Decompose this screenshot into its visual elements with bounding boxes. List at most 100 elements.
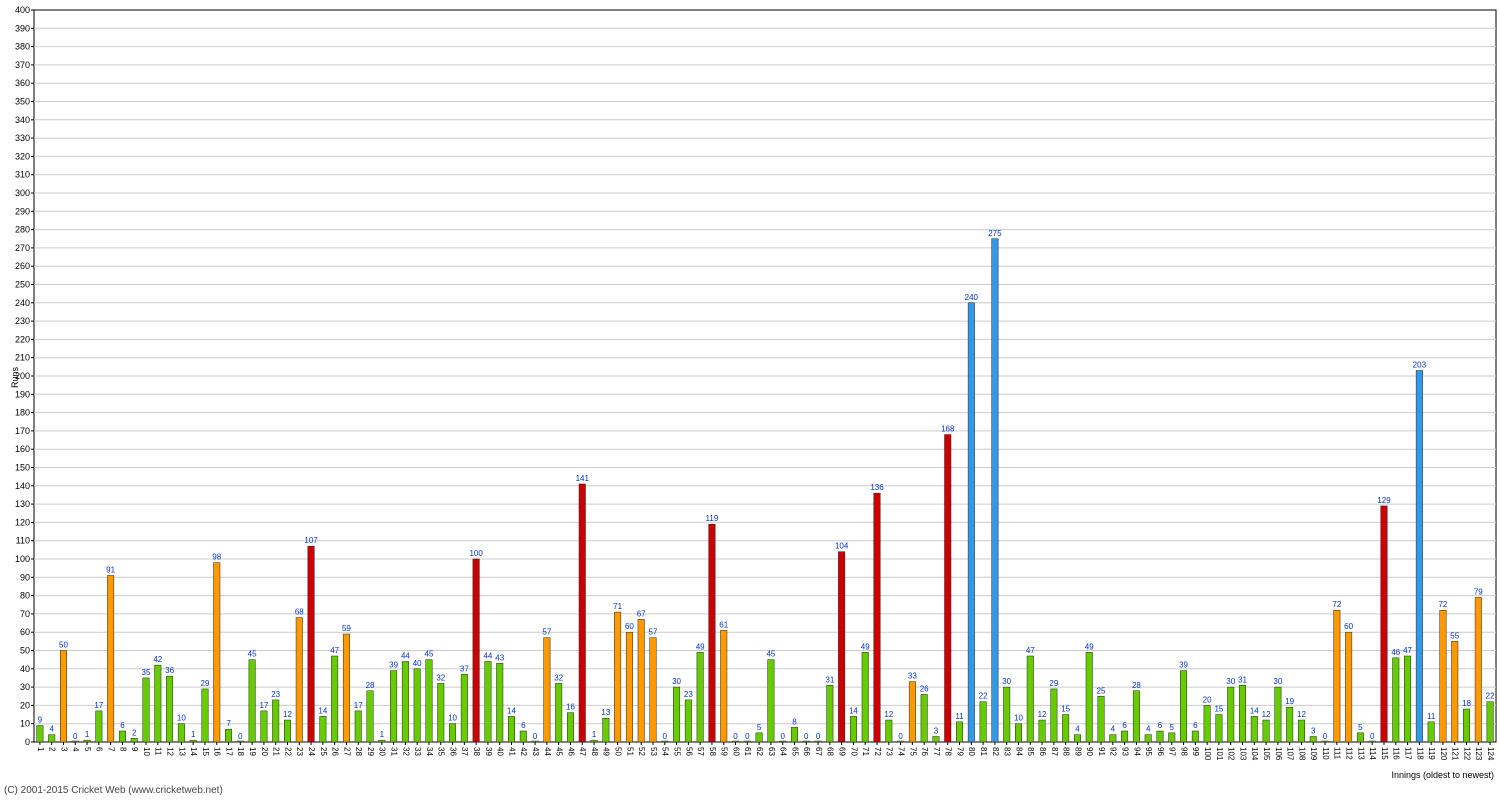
svg-text:46: 46 (1391, 648, 1400, 657)
svg-text:33: 33 (908, 672, 917, 681)
svg-text:4: 4 (1111, 725, 1116, 734)
svg-text:68: 68 (826, 747, 835, 756)
svg-text:29: 29 (366, 747, 375, 756)
svg-text:30: 30 (378, 747, 387, 756)
svg-text:72: 72 (1438, 600, 1447, 609)
svg-text:67: 67 (814, 747, 823, 756)
svg-text:18: 18 (236, 747, 245, 756)
svg-text:0: 0 (733, 732, 738, 741)
svg-text:0: 0 (898, 732, 903, 741)
svg-text:89: 89 (1073, 747, 1082, 756)
svg-text:72: 72 (1332, 600, 1341, 609)
x-axis-title: Innings (oldest to newest) (1391, 770, 1494, 780)
svg-text:22: 22 (1486, 692, 1495, 701)
svg-text:11: 11 (1427, 712, 1436, 721)
svg-text:44: 44 (483, 651, 492, 660)
svg-text:73: 73 (885, 747, 894, 756)
svg-text:1: 1 (36, 747, 45, 752)
svg-text:31: 31 (1238, 675, 1247, 684)
svg-text:59: 59 (720, 747, 729, 756)
svg-text:13: 13 (601, 708, 610, 717)
svg-text:33: 33 (413, 747, 422, 756)
svg-text:34: 34 (425, 747, 434, 756)
svg-text:11: 11 (154, 747, 163, 756)
svg-text:240: 240 (965, 293, 979, 302)
svg-text:32: 32 (401, 747, 410, 756)
svg-text:10: 10 (448, 714, 457, 723)
svg-text:6: 6 (1122, 721, 1127, 730)
svg-text:8: 8 (792, 717, 797, 726)
svg-text:121: 121 (1451, 747, 1460, 761)
svg-text:0: 0 (663, 732, 668, 741)
svg-text:20: 20 (20, 700, 30, 710)
svg-text:12: 12 (1262, 710, 1271, 719)
svg-text:86: 86 (1038, 747, 1047, 756)
svg-text:44: 44 (401, 651, 410, 660)
svg-text:74: 74 (896, 747, 905, 756)
svg-text:80: 80 (967, 747, 976, 756)
svg-text:49: 49 (602, 747, 611, 756)
svg-text:15: 15 (1061, 705, 1070, 714)
svg-text:93: 93 (1120, 747, 1129, 756)
svg-text:3: 3 (934, 727, 939, 736)
svg-text:102: 102 (1227, 747, 1236, 761)
svg-text:80: 80 (20, 591, 30, 601)
svg-text:280: 280 (15, 225, 30, 235)
svg-text:240: 240 (15, 298, 30, 308)
svg-text:76: 76 (920, 747, 929, 756)
svg-text:6: 6 (1193, 721, 1198, 730)
svg-text:77: 77 (932, 747, 941, 756)
svg-text:47: 47 (1403, 646, 1412, 655)
svg-text:40: 40 (20, 664, 30, 674)
svg-text:75: 75 (908, 747, 917, 756)
svg-text:106: 106 (1274, 747, 1283, 761)
svg-text:119: 119 (1427, 747, 1436, 760)
svg-text:5: 5 (757, 723, 762, 732)
svg-text:15: 15 (1214, 705, 1223, 714)
svg-text:5: 5 (83, 747, 92, 752)
svg-text:203: 203 (1413, 361, 1427, 370)
runs-by-innings-chart: 0102030405060708090100110120130140150160… (0, 0, 1500, 800)
svg-text:130: 130 (15, 499, 30, 509)
svg-text:0: 0 (73, 732, 78, 741)
svg-text:92: 92 (1109, 747, 1118, 756)
svg-text:79: 79 (955, 747, 964, 756)
svg-text:52: 52 (637, 747, 646, 756)
svg-text:122: 122 (1462, 747, 1471, 761)
svg-text:190: 190 (15, 389, 30, 399)
svg-text:108: 108 (1297, 747, 1306, 761)
svg-text:17: 17 (224, 747, 233, 756)
svg-text:65: 65 (790, 747, 799, 756)
svg-text:45: 45 (248, 650, 257, 659)
svg-text:7: 7 (107, 747, 116, 752)
svg-text:4: 4 (71, 747, 80, 752)
svg-text:97: 97 (1168, 747, 1177, 756)
svg-text:104: 104 (835, 542, 849, 551)
svg-text:120: 120 (15, 517, 30, 527)
svg-text:4: 4 (1075, 725, 1080, 734)
svg-text:44: 44 (543, 747, 552, 756)
svg-text:10: 10 (20, 719, 30, 729)
svg-text:220: 220 (15, 334, 30, 344)
svg-text:70: 70 (849, 747, 858, 756)
svg-text:170: 170 (15, 426, 30, 436)
svg-text:83: 83 (1003, 747, 1012, 756)
svg-text:60: 60 (1344, 622, 1353, 631)
svg-text:17: 17 (94, 701, 103, 710)
svg-text:39: 39 (1179, 661, 1188, 670)
svg-text:32: 32 (554, 673, 563, 682)
svg-text:48: 48 (590, 747, 599, 756)
svg-text:275: 275 (988, 229, 1002, 238)
svg-text:42: 42 (519, 747, 528, 756)
svg-text:16: 16 (566, 703, 575, 712)
svg-text:124: 124 (1486, 747, 1495, 761)
svg-text:320: 320 (15, 151, 30, 161)
svg-text:45: 45 (425, 650, 434, 659)
svg-text:72: 72 (873, 747, 882, 756)
svg-text:3: 3 (1311, 727, 1316, 736)
svg-text:6: 6 (521, 721, 526, 730)
svg-text:59: 59 (342, 624, 351, 633)
svg-text:115: 115 (1380, 747, 1389, 760)
svg-text:5: 5 (1170, 723, 1175, 732)
svg-text:66: 66 (802, 747, 811, 756)
